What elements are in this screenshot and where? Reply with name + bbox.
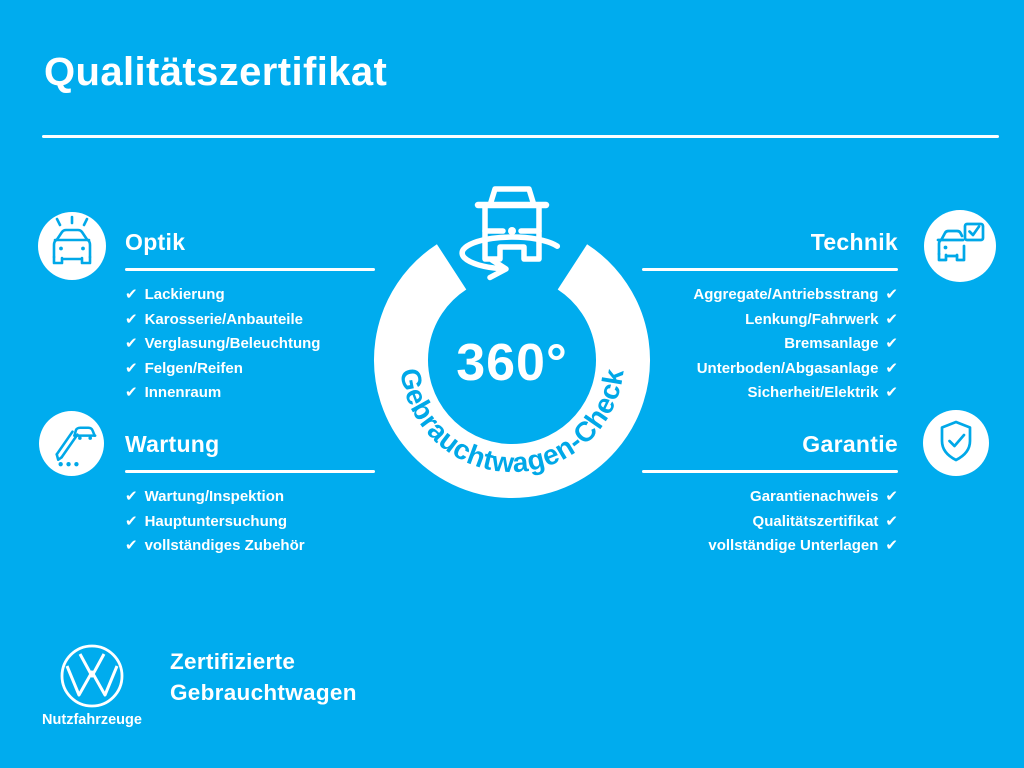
section-divider: [642, 268, 898, 271]
check-icon: ✔: [125, 384, 138, 402]
tagline: Zertifizierte Gebrauchtwagen: [170, 646, 357, 708]
tagline-line2: Gebrauchtwagen: [170, 680, 357, 705]
item-label: Qualitätszertifikat: [752, 512, 879, 530]
item-label: vollständige Unterlagen: [708, 537, 879, 555]
vw-logo: [60, 644, 124, 708]
section-wartung: Wartung ✔ Wartung/Inspektion ✔ Hauptunters…: [125, 428, 425, 559]
technik-badge: [924, 210, 996, 282]
wartung-checklist: ✔ Wartung/Inspektion ✔ Hauptuntersuchung ✔…: [125, 485, 425, 559]
check-icon: ✔: [125, 488, 138, 505]
page-title: Qualitätszertifikat: [44, 50, 388, 94]
check-icon: ✔: [125, 359, 138, 377]
item-label: Aggregate/Antriebsstrang: [693, 286, 879, 303]
item-label: Garantienachweis: [750, 488, 879, 505]
list-item: ✔ Karosserie/Anbauteile: [125, 308, 425, 333]
section-title-garantie: Garantie: [802, 431, 898, 457]
title-divider: [42, 135, 999, 138]
van-360-rotation-icon: [459, 186, 561, 281]
section-title-technik: Technik: [810, 229, 898, 255]
section-title-optik: Optik: [125, 229, 186, 255]
section-garantie: Garantie Garantienachweis ✔ Qualitätszert…: [598, 428, 898, 559]
item-label: Karosserie/Anbauteile: [144, 310, 303, 328]
check-icon: ✔: [125, 286, 138, 303]
section-technik: Technik Aggregate/Antriebsstrang ✔ Lenkun…: [598, 226, 898, 406]
item-label: Felgen/Reifen: [144, 359, 243, 377]
ring-arc: [374, 244, 650, 498]
check-icon: ✔: [885, 537, 898, 555]
item-label: Lenkung/Fahrwerk: [745, 310, 879, 328]
check-icon: ✔: [885, 310, 898, 328]
car-shine-icon: [52, 215, 92, 265]
item-label: Wartung/Inspektion: [144, 488, 285, 505]
optik-checklist: ✔ Lackierung ✔ Karosserie/Anbauteile ✔ Verg…: [125, 283, 425, 406]
wartung-badge: [39, 411, 104, 476]
list-item: Qualitätszertifikat ✔: [598, 510, 898, 535]
brand-label: Nutzfahrzeuge: [42, 712, 142, 728]
list-item: ✔ Verglasung/Beleuchtung: [125, 332, 425, 357]
list-item: Sicherheit/Elektrik ✔: [598, 381, 898, 406]
list-item: ✔ Hauptuntersuchung: [125, 510, 425, 535]
check-icon: ✔: [125, 512, 138, 530]
list-item: ✔ Lackierung: [125, 283, 425, 308]
tagline-line1: Zertifizierte: [170, 649, 296, 674]
check-icon: ✔: [125, 335, 138, 353]
item-label: vollständiges Zubehör: [144, 537, 305, 555]
section-divider: [125, 268, 375, 271]
item-label: Verglasung/Beleuchtung: [144, 335, 321, 353]
360-ring: Gebrauchtwagen-Check: [374, 244, 650, 498]
garantie-badge: [923, 410, 989, 476]
list-item: Unterboden/Abgasanlage ✔: [598, 357, 898, 382]
item-label: Lackierung: [144, 286, 225, 303]
item-label: Hauptuntersuchung: [144, 512, 288, 530]
list-item: Garantienachweis ✔: [598, 485, 898, 510]
section-divider: [642, 470, 898, 473]
list-item: ✔ Wartung/Inspektion: [125, 485, 425, 510]
item-label: Sicherheit/Elektrik: [747, 384, 879, 402]
degree-label: 360°: [456, 334, 568, 392]
car-check-icon: [936, 222, 985, 262]
check-icon: ✔: [885, 488, 898, 505]
check-icon: ✔: [885, 384, 898, 402]
check-icon: ✔: [885, 335, 898, 353]
list-item: Lenkung/Fahrwerk ✔: [598, 308, 898, 333]
shield-check-icon: [940, 420, 972, 462]
list-item: ✔ vollständiges Zubehör: [125, 534, 425, 559]
garantie-checklist: Garantienachweis ✔ Qualitätszertifikat ✔ v…: [598, 485, 898, 559]
check-icon: ✔: [125, 310, 138, 328]
item-label: Unterboden/Abgasanlage: [696, 359, 879, 377]
list-item: vollständige Unterlagen ✔: [598, 534, 898, 559]
list-item: Aggregate/Antriebsstrang ✔: [598, 283, 898, 308]
item-label: Innenraum: [144, 384, 222, 402]
check-icon: ✔: [885, 359, 898, 377]
technik-checklist: Aggregate/Antriebsstrang ✔ Lenkung/Fahrwe…: [598, 283, 898, 406]
service-note-icon: [55, 426, 97, 467]
list-item: ✔ Innenraum: [125, 381, 425, 406]
check-icon: ✔: [885, 286, 898, 303]
check-icon: ✔: [125, 537, 138, 555]
item-label: Bremsanlage: [784, 335, 879, 353]
section-optik: Optik ✔ Lackierung ✔ Karosserie/Anbauteile…: [125, 226, 425, 406]
section-title-wartung: Wartung: [125, 431, 220, 457]
list-item: ✔ Felgen/Reifen: [125, 357, 425, 382]
section-divider: [125, 470, 375, 473]
check-icon: ✔: [885, 512, 898, 530]
list-item: Bremsanlage ✔: [598, 332, 898, 357]
optik-badge: [38, 212, 106, 280]
